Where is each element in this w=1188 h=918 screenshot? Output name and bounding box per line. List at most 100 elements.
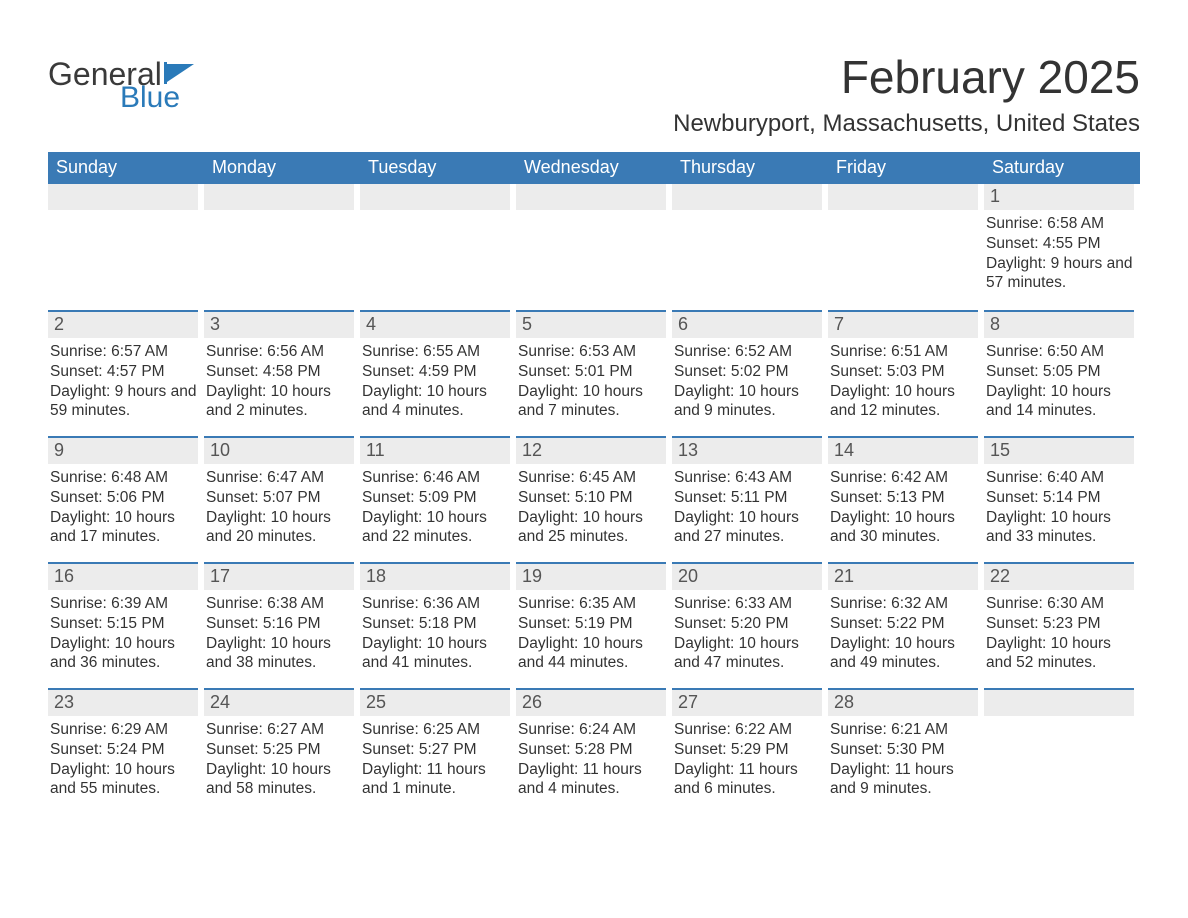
sunrise-line: Sunrise: 6:45 AM (518, 468, 666, 488)
day-body: Sunrise: 6:58 AMSunset: 4:55 PMDaylight:… (984, 214, 1134, 293)
sunrise-line: Sunrise: 6:43 AM (674, 468, 822, 488)
sunset-line: Sunset: 4:55 PM (986, 234, 1134, 254)
sunset-line: Sunset: 5:14 PM (986, 488, 1134, 508)
sunrise-line: Sunrise: 6:21 AM (830, 720, 978, 740)
sunset-line: Sunset: 5:10 PM (518, 488, 666, 508)
day-body: Sunrise: 6:22 AMSunset: 5:29 PMDaylight:… (672, 720, 822, 799)
sunset-line: Sunset: 5:23 PM (986, 614, 1134, 634)
day-cell (828, 184, 984, 310)
logo: General Blue (48, 50, 194, 110)
day-number: 19 (516, 562, 666, 590)
sunrise-line: Sunrise: 6:56 AM (206, 342, 354, 362)
sunset-line: Sunset: 5:07 PM (206, 488, 354, 508)
sunrise-line: Sunrise: 6:58 AM (986, 214, 1134, 234)
day-cell: 11 Sunrise: 6:46 AMSunset: 5:09 PMDayligh… (360, 436, 516, 562)
sunrise-line: Sunrise: 6:40 AM (986, 468, 1134, 488)
day-cell: 9 Sunrise: 6:48 AMSunset: 5:06 PMDaylight… (48, 436, 204, 562)
sunrise-line: Sunrise: 6:47 AM (206, 468, 354, 488)
day-number (48, 184, 198, 210)
day-cell: 13 Sunrise: 6:43 AMSunset: 5:11 PMDayligh… (672, 436, 828, 562)
day-header: Thursday (672, 152, 828, 184)
day-body: Sunrise: 6:32 AMSunset: 5:22 PMDaylight:… (828, 594, 978, 673)
day-cell: 8Sunrise: 6:50 AMSunset: 5:05 PMDaylight… (984, 310, 1140, 436)
day-number: 10 (204, 436, 354, 464)
day-cell: 2Sunrise: 6:57 AMSunset: 4:57 PMDaylight… (48, 310, 204, 436)
day-header: Wednesday (516, 152, 672, 184)
daylight-line: Daylight: 10 hours and 47 minutes. (674, 634, 822, 674)
day-cell: 23Sunrise: 6:29 AMSunset: 5:24 PMDayligh… (48, 688, 204, 814)
sunrise-line: Sunrise: 6:57 AM (50, 342, 198, 362)
day-body: Sunrise: 6:52 AMSunset: 5:02 PMDaylight:… (672, 342, 822, 421)
day-number: 18 (360, 562, 510, 590)
sunset-line: Sunset: 5:02 PM (674, 362, 822, 382)
day-cell: 19Sunrise: 6:35 AMSunset: 5:19 PMDayligh… (516, 562, 672, 688)
day-body: Sunrise: 6:33 AMSunset: 5:20 PMDaylight:… (672, 594, 822, 673)
day-number: 11 (360, 436, 510, 464)
day-body: Sunrise: 6:56 AMSunset: 4:58 PMDaylight:… (204, 342, 354, 421)
day-number: 13 (672, 436, 822, 464)
daylight-line: Daylight: 10 hours and 20 minutes. (206, 508, 354, 548)
title-location: Newburyport, Massachusetts, United State… (673, 110, 1140, 138)
day-body: Sunrise: 6:29 AMSunset: 5:24 PMDaylight:… (48, 720, 198, 799)
day-body: Sunrise: 6:46 AMSunset: 5:09 PMDaylight:… (360, 468, 510, 547)
day-number (672, 184, 822, 210)
sunset-line: Sunset: 5:30 PM (830, 740, 978, 760)
day-number: 15 (984, 436, 1134, 464)
sunrise-line: Sunrise: 6:53 AM (518, 342, 666, 362)
daylight-line: Daylight: 10 hours and 12 minutes. (830, 382, 978, 422)
day-cell: 1 Sunrise: 6:58 AMSunset: 4:55 PMDaylight… (984, 184, 1140, 310)
sunrise-line: Sunrise: 6:39 AM (50, 594, 198, 614)
day-number: 24 (204, 688, 354, 716)
daylight-line: Daylight: 11 hours and 6 minutes. (674, 760, 822, 800)
day-body: Sunrise: 6:48 AMSunset: 5:06 PMDaylight:… (48, 468, 198, 547)
day-number: 26 (516, 688, 666, 716)
day-body: Sunrise: 6:47 AMSunset: 5:07 PMDaylight:… (204, 468, 354, 547)
day-number: 28 (828, 688, 978, 716)
header: General Blue February 2025 Newburyport, … (48, 50, 1140, 138)
sunrise-line: Sunrise: 6:55 AM (362, 342, 510, 362)
sunrise-line: Sunrise: 6:50 AM (986, 342, 1134, 362)
sunrise-line: Sunrise: 6:24 AM (518, 720, 666, 740)
day-cell: 7 Sunrise: 6:51 AMSunset: 5:03 PMDaylight… (828, 310, 984, 436)
calendar: SundayMondayTuesdayWednesdayThursdayFrid… (48, 152, 1140, 814)
day-number: 1 (984, 184, 1134, 210)
daylight-line: Daylight: 10 hours and 52 minutes. (986, 634, 1134, 674)
sunrise-line: Sunrise: 6:48 AM (50, 468, 198, 488)
day-body: Sunrise: 6:45 AMSunset: 5:10 PMDaylight:… (516, 468, 666, 547)
day-cell: 12Sunrise: 6:45 AMSunset: 5:10 PMDayligh… (516, 436, 672, 562)
sunset-line: Sunset: 5:19 PM (518, 614, 666, 634)
day-header-row: SundayMondayTuesdayWednesdayThursdayFrid… (48, 152, 1140, 184)
daylight-line: Daylight: 9 hours and 59 minutes. (50, 382, 198, 422)
sunset-line: Sunset: 5:24 PM (50, 740, 198, 760)
sunrise-line: Sunrise: 6:25 AM (362, 720, 510, 740)
day-body: Sunrise: 6:43 AMSunset: 5:11 PMDaylight:… (672, 468, 822, 547)
day-cell (204, 184, 360, 310)
day-number: 25 (360, 688, 510, 716)
title-month: February 2025 (673, 50, 1140, 104)
day-cell: 25Sunrise: 6:25 AMSunset: 5:27 PMDayligh… (360, 688, 516, 814)
day-number (360, 184, 510, 210)
day-number: 9 (48, 436, 198, 464)
sunrise-line: Sunrise: 6:42 AM (830, 468, 978, 488)
day-body: Sunrise: 6:21 AMSunset: 5:30 PMDaylight:… (828, 720, 978, 799)
week-row: 23Sunrise: 6:29 AMSunset: 5:24 PMDayligh… (48, 688, 1140, 814)
sunrise-line: Sunrise: 6:22 AM (674, 720, 822, 740)
day-cell: 20Sunrise: 6:33 AMSunset: 5:20 PMDayligh… (672, 562, 828, 688)
day-body: Sunrise: 6:51 AMSunset: 5:03 PMDaylight:… (828, 342, 978, 421)
day-cell: 17Sunrise: 6:38 AMSunset: 5:16 PMDayligh… (204, 562, 360, 688)
day-cell: 10 Sunrise: 6:47 AMSunset: 5:07 PMDayligh… (204, 436, 360, 562)
day-body: Sunrise: 6:57 AMSunset: 4:57 PMDaylight:… (48, 342, 198, 421)
daylight-line: Daylight: 10 hours and 2 minutes. (206, 382, 354, 422)
day-cell (48, 184, 204, 310)
sunset-line: Sunset: 5:09 PM (362, 488, 510, 508)
title-block: February 2025 Newburyport, Massachusetts… (673, 50, 1140, 138)
day-body: Sunrise: 6:50 AMSunset: 5:05 PMDaylight:… (984, 342, 1134, 421)
day-body: Sunrise: 6:38 AMSunset: 5:16 PMDaylight:… (204, 594, 354, 673)
sunrise-line: Sunrise: 6:46 AM (362, 468, 510, 488)
daylight-line: Daylight: 9 hours and 57 minutes. (986, 254, 1134, 294)
sunset-line: Sunset: 5:15 PM (50, 614, 198, 634)
day-number: 7 (828, 310, 978, 338)
sunrise-line: Sunrise: 6:30 AM (986, 594, 1134, 614)
day-body: Sunrise: 6:53 AMSunset: 5:01 PMDaylight:… (516, 342, 666, 421)
day-number: 5 (516, 310, 666, 338)
